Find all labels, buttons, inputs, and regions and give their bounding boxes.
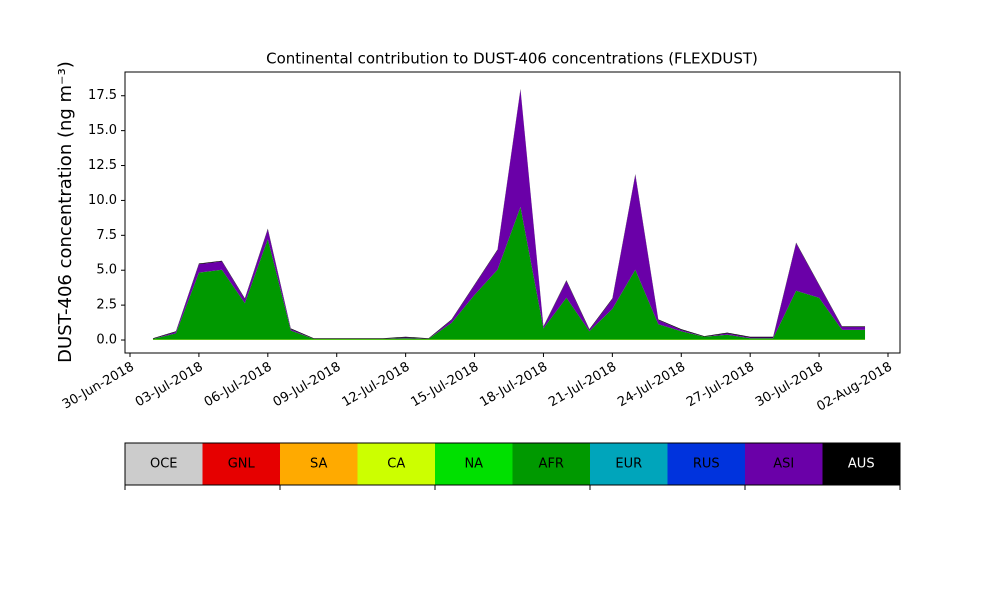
legend-label: EUR — [615, 457, 642, 472]
x-tick-label: 24-Jul-2018 — [615, 360, 688, 411]
legend-label: ASI — [773, 457, 794, 472]
area-afr — [152, 206, 866, 340]
legend-swatch — [280, 443, 358, 485]
x-tick-label: 09-Jul-2018 — [271, 360, 344, 411]
y-tick-label: 15.0 — [88, 123, 117, 138]
legend-swatch — [590, 443, 668, 485]
legend-swatch — [125, 443, 203, 485]
legend-label: NA — [464, 457, 483, 472]
x-tick-label: 02-Aug-2018 — [814, 360, 894, 415]
legend-label: OCE — [150, 457, 178, 472]
y-tick-label: 7.5 — [96, 228, 117, 243]
area-asi — [152, 89, 866, 339]
legend-label: GNL — [228, 457, 256, 472]
y-tick-label: 2.5 — [96, 298, 117, 313]
legend-swatch — [745, 443, 823, 485]
chart-title: Continental contribution to DUST-406 con… — [266, 50, 758, 68]
legend-frame — [124, 442, 901, 486]
y-axis-label: DUST-406 concentration (ng m⁻³) — [55, 61, 76, 363]
x-tick-label: 03-Jul-2018 — [133, 360, 206, 411]
x-tick-label: 30-Jun-2018 — [60, 360, 137, 413]
legend-swatch — [357, 443, 436, 485]
y-tick-label: 0.0 — [96, 333, 117, 348]
x-tick-label: 12-Jul-2018 — [340, 360, 413, 411]
legend-label: AUS — [848, 457, 875, 472]
legend-label: SA — [310, 457, 327, 472]
x-tick-label: 18-Jul-2018 — [477, 360, 550, 411]
y-tick-label: 10.0 — [88, 193, 117, 208]
legend-label: AFR — [539, 457, 564, 472]
y-tick-label: 12.5 — [88, 158, 117, 173]
legend-swatch — [512, 443, 591, 485]
legend-swatch — [667, 443, 746, 485]
x-tick-label: 27-Jul-2018 — [684, 360, 757, 411]
legend-swatch — [435, 443, 513, 485]
legend-swatch — [822, 443, 901, 485]
legend-label: RUS — [693, 457, 720, 472]
legend-label: CA — [387, 457, 405, 472]
legend-swatch — [202, 443, 281, 485]
y-tick-label: 17.5 — [88, 88, 117, 103]
y-tick-label: 5.0 — [96, 263, 117, 278]
x-tick-label: 06-Jul-2018 — [202, 360, 275, 411]
x-tick-label: 15-Jul-2018 — [408, 360, 481, 411]
x-tick-label: 21-Jul-2018 — [546, 360, 619, 411]
plot-frame — [124, 71, 901, 354]
